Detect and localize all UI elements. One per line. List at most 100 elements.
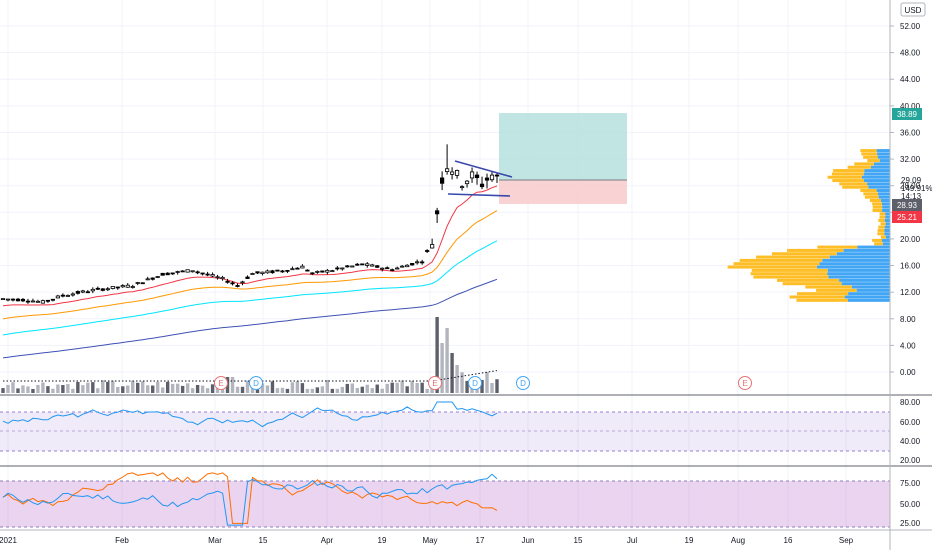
volume-profile-bar [877,152,890,156]
volume-profile-bar [819,262,890,266]
volume-bar [51,388,55,393]
candle-body [270,270,275,274]
volume-profile-bar [879,212,886,216]
candle-body [160,272,165,276]
candle-body [355,263,360,266]
svg-text:149.91%: 149.91% [901,184,932,193]
earnings-event-icon[interactable] [214,376,228,390]
price-axis-label: 32.00 [900,155,921,164]
rsi-line [2,401,498,428]
candle-body [210,274,215,277]
dividend-event-icon[interactable] [468,376,482,390]
candle-body [110,286,115,289]
volume-profile-bar [851,285,890,289]
earnings-event-icon[interactable] [738,376,752,390]
pennant-upper-line[interactable] [454,160,513,178]
rsi-axis-label: 80.00 [900,398,921,407]
volume-bar [165,381,170,393]
volume-profile-bar [750,272,828,276]
volume-bar [16,388,20,393]
volume-bar [335,388,340,393]
volume-bar [150,385,155,393]
time-axis-label: Aug [731,536,745,545]
volume-profile-bar [881,202,890,206]
volume-profile-bar [854,162,874,166]
volume-profile-bar [739,258,823,262]
volume-bar [126,385,130,393]
stochastic-axis[interactable]: 75.00 50.00 25.00 [900,479,921,528]
price-axis[interactable]: 52.0048.0044.0040.0036.0032.0028.0024.00… [890,22,921,377]
candle-body [375,265,380,268]
volume-bar [71,388,75,393]
volume-bar [131,380,135,393]
time-axis-label: Jun [522,536,535,545]
volume-bar [495,379,499,393]
candle-body [395,267,400,270]
volume-profile-bar [874,242,883,246]
time-axis[interactable]: 2021 Feb Mar 15 Apr 19 May 17 Jun 15 Jul 19 Aug 16 Sep [0,536,854,545]
volume-bars [1,317,499,393]
pennant-lower-line[interactable] [447,193,511,197]
stochastic-axis-label: 75.00 [900,479,921,488]
rsi-axis-label: 60.00 [900,418,921,427]
earnings-event-icon[interactable] [428,376,442,390]
time-axis-label: 19 [378,536,387,545]
volume-profile-bar [797,292,849,296]
candle-body [35,300,41,303]
volume-bar [400,380,404,393]
candle-body [100,288,105,291]
stochastic-k-line [2,473,498,526]
dividend-event-icon[interactable] [516,376,530,390]
candle-body [65,295,70,297]
time-axis-label: 17 [476,536,485,545]
price-axis-label: 44.00 [900,75,921,84]
candle-body [190,270,195,273]
volume-profile-bar [864,195,879,199]
candle-body [120,285,125,288]
volume-bar [395,382,399,393]
volume-profile-bar [885,212,890,216]
volume-profile-bar [771,252,837,256]
volume-profile-bar [869,199,881,203]
long-position-loss-zone[interactable] [499,180,627,204]
candle-body [125,284,130,288]
price-axis-label: 20.00 [900,235,921,244]
volume-bar [375,384,379,393]
volume-bar [360,386,364,393]
volume-profile-bar [881,238,890,242]
volume-profile-bar [876,189,890,193]
long-position-profit-zone[interactable] [499,113,627,180]
candle-body [60,294,65,297]
candle-body [454,170,460,176]
volume-bar [330,388,335,393]
volume-bar [46,386,50,393]
dividend-event-icon[interactable] [249,376,263,390]
volume-profile-bar [777,278,840,282]
svg-text:38.89: 38.89 [897,110,918,119]
volume-bar [300,383,305,393]
price-axis-label: 0.00 [900,368,916,377]
candle-body [245,276,250,279]
volume-profile-bar [844,295,890,299]
volume-profile-bar [827,272,890,276]
volume-profile-bar [847,298,890,302]
volume-profile-bar [885,222,890,226]
candle-body [415,261,420,264]
volume-profile-bar [882,208,890,213]
candle-body [370,264,375,267]
volume-profile-bar [753,275,829,279]
rsi-axis[interactable]: 80.00 60.00 40.00 20.00 [900,398,921,465]
volume-profile-bar [878,195,890,199]
currency-label: USD [905,6,922,15]
volume-profile-bar [879,215,886,219]
volume-bar [380,388,384,393]
volume-profile-bar [817,245,858,249]
currency-badge[interactable] [900,2,926,17]
volume-bar [170,383,175,393]
volume-profile-bar [843,248,890,252]
candle-body [215,276,220,279]
stochastic-axis-label: 25.00 [900,519,921,528]
target-price-badge: 38.89 [892,108,922,120]
